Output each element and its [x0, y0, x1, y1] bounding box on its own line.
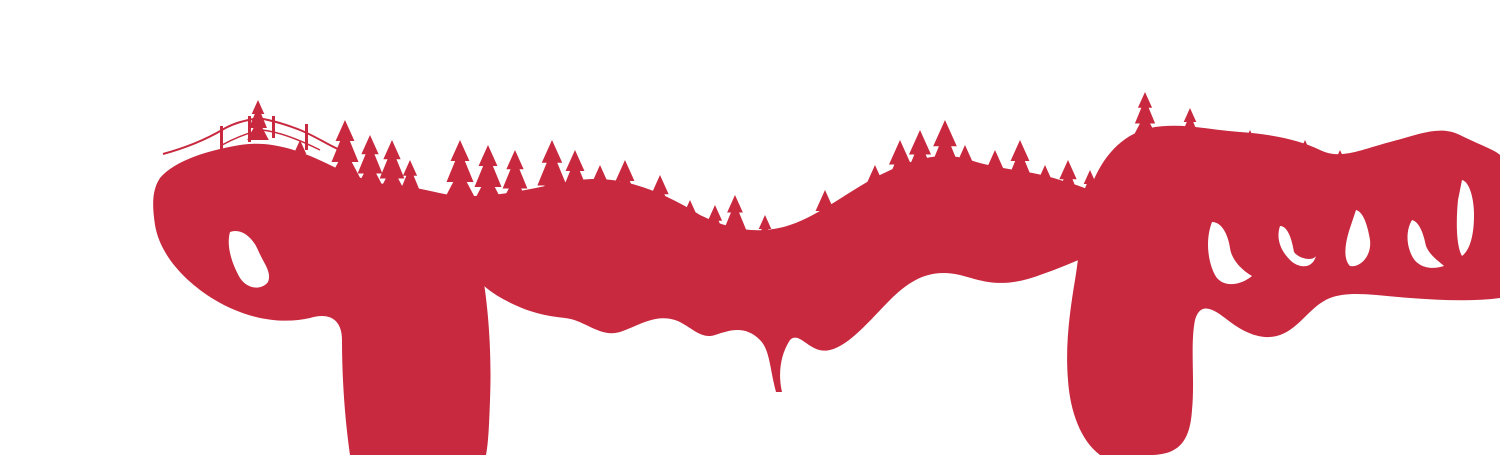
left-blob	[153, 143, 491, 455]
pine-tree-icon	[1079, 170, 1101, 210]
pine-tree-icon	[558, 150, 592, 210]
pine-tree-icon	[1053, 160, 1083, 215]
right-hole-4	[1407, 220, 1444, 268]
pine-tree-icon	[901, 130, 939, 200]
pine-tree-icon	[534, 140, 570, 205]
pine-tree-icon	[289, 140, 311, 180]
pine-tree-icon	[1179, 108, 1201, 148]
pine-tree-icon	[948, 145, 982, 205]
pine-tree-icon	[1331, 150, 1349, 180]
pine-tree-icon	[702, 205, 728, 250]
pine-tree-icon	[247, 100, 269, 140]
pine-tree-icon	[500, 150, 530, 205]
right-hill	[1067, 125, 1500, 455]
pine-tree-icon	[1296, 140, 1314, 170]
pine-tree-icon	[754, 215, 776, 255]
left-blob-hole	[228, 230, 270, 288]
pine-tree-icon	[471, 145, 505, 205]
pine-tree-icon	[1394, 140, 1406, 160]
pine-tree-icon	[789, 225, 811, 265]
pine-tree-icon	[808, 190, 842, 250]
fence-post	[248, 116, 251, 142]
pine-tree-icon	[443, 140, 477, 200]
right-hole-3	[1345, 210, 1371, 267]
pine-tree-icon	[721, 195, 749, 245]
right-hole-1	[1208, 222, 1252, 285]
pine-tree-icon	[679, 200, 701, 240]
pine-tree-icon	[924, 120, 966, 195]
pine-tree-icon	[1132, 92, 1158, 137]
right-hole-2	[1278, 226, 1316, 267]
pine-tree-icon	[397, 160, 423, 205]
pine-tree-icon	[608, 160, 642, 220]
fence-post	[272, 116, 275, 138]
right-hole-5	[1456, 180, 1474, 256]
fence-post	[220, 126, 223, 152]
pine-tree-icon	[585, 165, 615, 220]
pine-tree-icon	[1003, 140, 1037, 200]
pine-tree-icon	[1241, 130, 1259, 160]
pine-tree-icon	[328, 120, 362, 180]
fence-post	[305, 124, 308, 150]
pine-tree-icon	[377, 140, 407, 195]
pine-tree-icon	[645, 175, 675, 230]
forest-band	[330, 155, 1100, 392]
pine-tree-icon	[1031, 165, 1059, 215]
pine-tree-icon	[980, 150, 1010, 205]
pine-tree-icon	[355, 135, 385, 190]
